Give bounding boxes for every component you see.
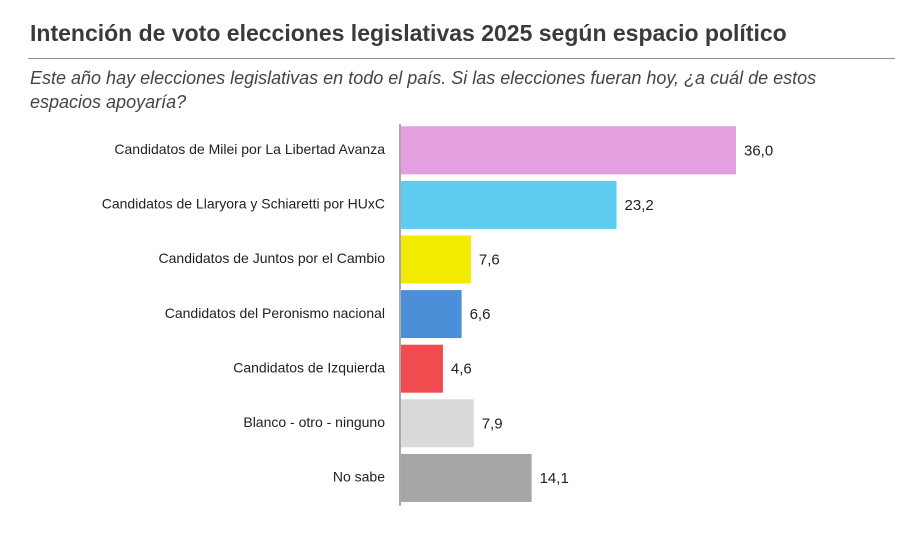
bar xyxy=(401,180,617,229)
value-label: 4,6 xyxy=(451,361,472,378)
value-label: 7,9 xyxy=(482,415,503,432)
bar xyxy=(401,453,532,502)
category-label: Candidatos del Peronismo nacional xyxy=(165,305,385,321)
bar xyxy=(401,126,736,175)
chart-title: Intención de voto elecciones legislativa… xyxy=(30,20,787,46)
title-rule xyxy=(28,58,895,59)
category-label: No sabe xyxy=(333,469,385,485)
category-label: Blanco - otro - ninguno xyxy=(243,414,385,430)
bar xyxy=(401,235,471,284)
category-label: Candidatos de Juntos por el Cambio xyxy=(159,250,386,266)
value-label: 7,6 xyxy=(479,251,500,268)
category-label: Candidatos de Milei por La Libertad Avan… xyxy=(114,141,385,157)
category-label: Candidatos de Llaryora y Schiaretti por … xyxy=(102,196,385,212)
bar xyxy=(401,399,474,448)
value-label: 23,2 xyxy=(625,197,654,214)
value-label: 36,0 xyxy=(744,142,773,159)
category-label: Candidatos de Izquierda xyxy=(233,359,385,375)
value-label: 14,1 xyxy=(540,470,569,487)
chart-subtitle: Este año hay elecciones legislativas en … xyxy=(30,68,817,112)
bar xyxy=(401,344,443,393)
value-label: 6,6 xyxy=(470,306,491,323)
bar xyxy=(401,290,462,339)
